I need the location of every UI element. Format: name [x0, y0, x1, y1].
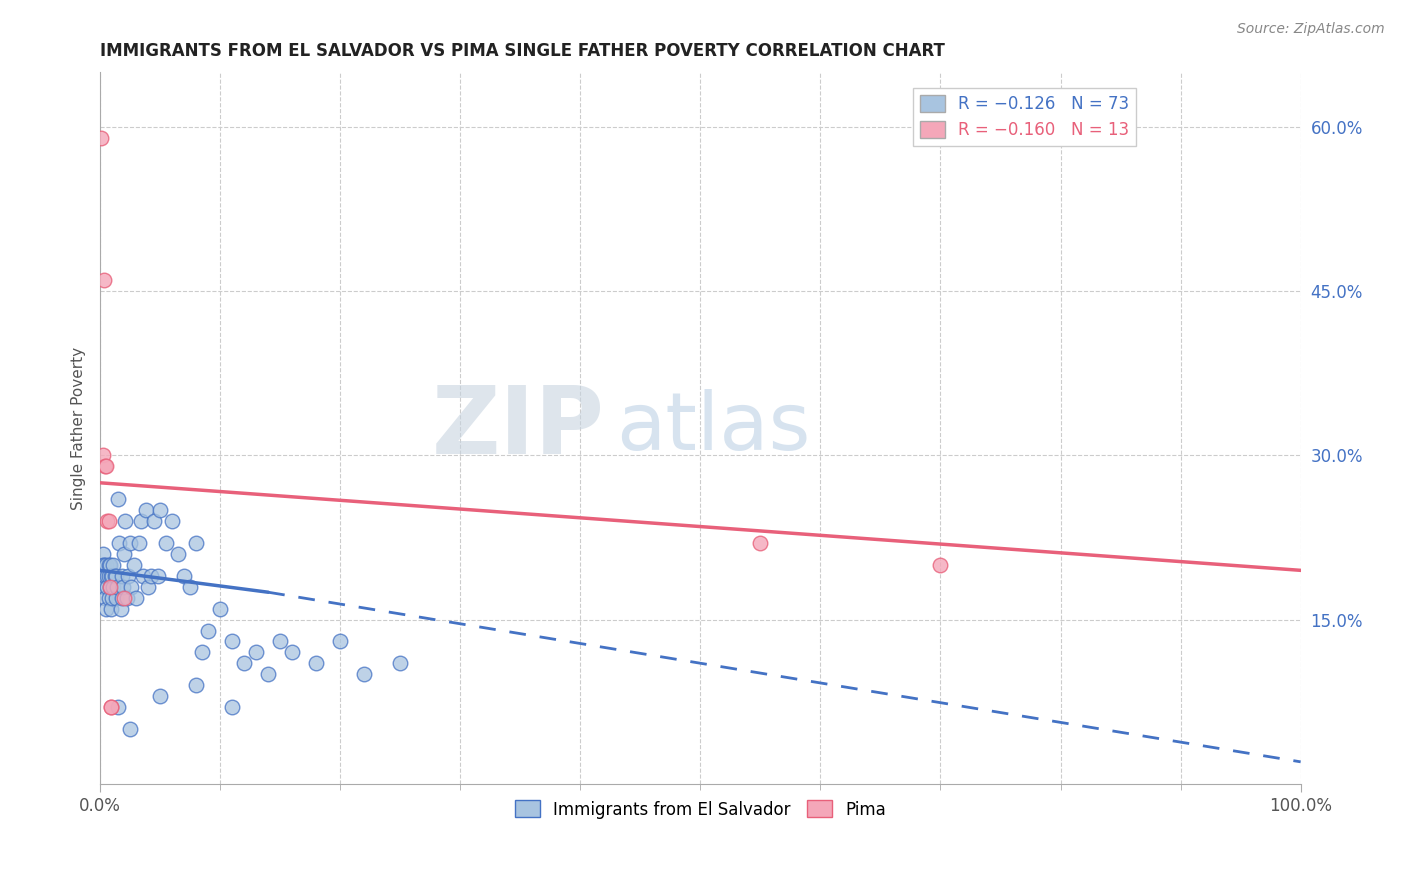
Text: Source: ZipAtlas.com: Source: ZipAtlas.com	[1237, 22, 1385, 37]
Point	[329, 634, 352, 648]
Point	[221, 700, 243, 714]
Point	[97, 558, 120, 572]
Point	[93, 580, 115, 594]
Point	[94, 558, 117, 572]
Point	[160, 514, 183, 528]
Point	[179, 580, 201, 594]
Point	[107, 492, 129, 507]
Point	[110, 601, 132, 615]
Text: IMMIGRANTS FROM EL SALVADOR VS PIMA SINGLE FATHER POVERTY CORRELATION CHART: IMMIGRANTS FROM EL SALVADOR VS PIMA SING…	[100, 42, 945, 60]
Point	[104, 569, 127, 583]
Point	[191, 645, 214, 659]
Point	[100, 700, 122, 714]
Point	[120, 580, 142, 594]
Point	[114, 514, 136, 528]
Point	[122, 558, 145, 572]
Point	[100, 601, 122, 615]
Point	[128, 536, 150, 550]
Point	[97, 591, 120, 605]
Point	[94, 459, 117, 474]
Point	[139, 569, 162, 583]
Point	[305, 657, 328, 671]
Point	[149, 689, 172, 703]
Point	[97, 569, 120, 583]
Point	[245, 645, 267, 659]
Point	[111, 569, 134, 583]
Point	[100, 700, 122, 714]
Point	[749, 536, 772, 550]
Point	[257, 667, 280, 681]
Point	[173, 569, 195, 583]
Point	[167, 547, 190, 561]
Point	[91, 558, 114, 572]
Point	[97, 514, 120, 528]
Point	[197, 624, 219, 638]
Text: atlas: atlas	[616, 389, 811, 467]
Point	[90, 569, 112, 583]
Point	[120, 536, 142, 550]
Point	[112, 591, 135, 605]
Point	[103, 580, 125, 594]
Point	[209, 601, 232, 615]
Point	[929, 558, 952, 572]
Point	[91, 547, 114, 561]
Text: ZIP: ZIP	[432, 382, 605, 474]
Point	[104, 591, 127, 605]
Point	[101, 591, 124, 605]
Point	[94, 569, 117, 583]
Point	[132, 569, 155, 583]
Point	[115, 591, 138, 605]
Point	[112, 547, 135, 561]
Point	[93, 558, 115, 572]
Point	[98, 558, 121, 572]
Point	[98, 580, 121, 594]
Point	[90, 131, 112, 145]
Point	[143, 514, 166, 528]
Point	[103, 558, 125, 572]
Point	[98, 580, 121, 594]
Point	[233, 657, 256, 671]
Point	[269, 634, 291, 648]
Point	[101, 569, 124, 583]
Point	[149, 503, 172, 517]
Point	[96, 514, 118, 528]
Point	[94, 459, 117, 474]
Point	[353, 667, 375, 681]
Point	[146, 569, 169, 583]
Point	[111, 580, 134, 594]
Point	[389, 657, 412, 671]
Legend: Immigrants from El Salvador, Pima: Immigrants from El Salvador, Pima	[508, 794, 893, 825]
Point	[136, 580, 159, 594]
Point	[107, 700, 129, 714]
Point	[93, 273, 115, 287]
Point	[94, 591, 117, 605]
Point	[120, 722, 142, 736]
Point	[186, 678, 208, 692]
Point	[221, 634, 243, 648]
Point	[91, 449, 114, 463]
Point	[155, 536, 177, 550]
Point	[96, 580, 118, 594]
Point	[129, 514, 152, 528]
Y-axis label: Single Father Poverty: Single Father Poverty	[72, 346, 86, 509]
Point	[186, 536, 208, 550]
Point	[125, 591, 148, 605]
Point	[94, 601, 117, 615]
Point	[105, 580, 128, 594]
Point	[281, 645, 304, 659]
Point	[100, 569, 122, 583]
Point	[117, 569, 139, 583]
Point	[103, 569, 125, 583]
Point	[135, 503, 157, 517]
Point	[111, 591, 134, 605]
Point	[108, 536, 131, 550]
Point	[96, 569, 118, 583]
